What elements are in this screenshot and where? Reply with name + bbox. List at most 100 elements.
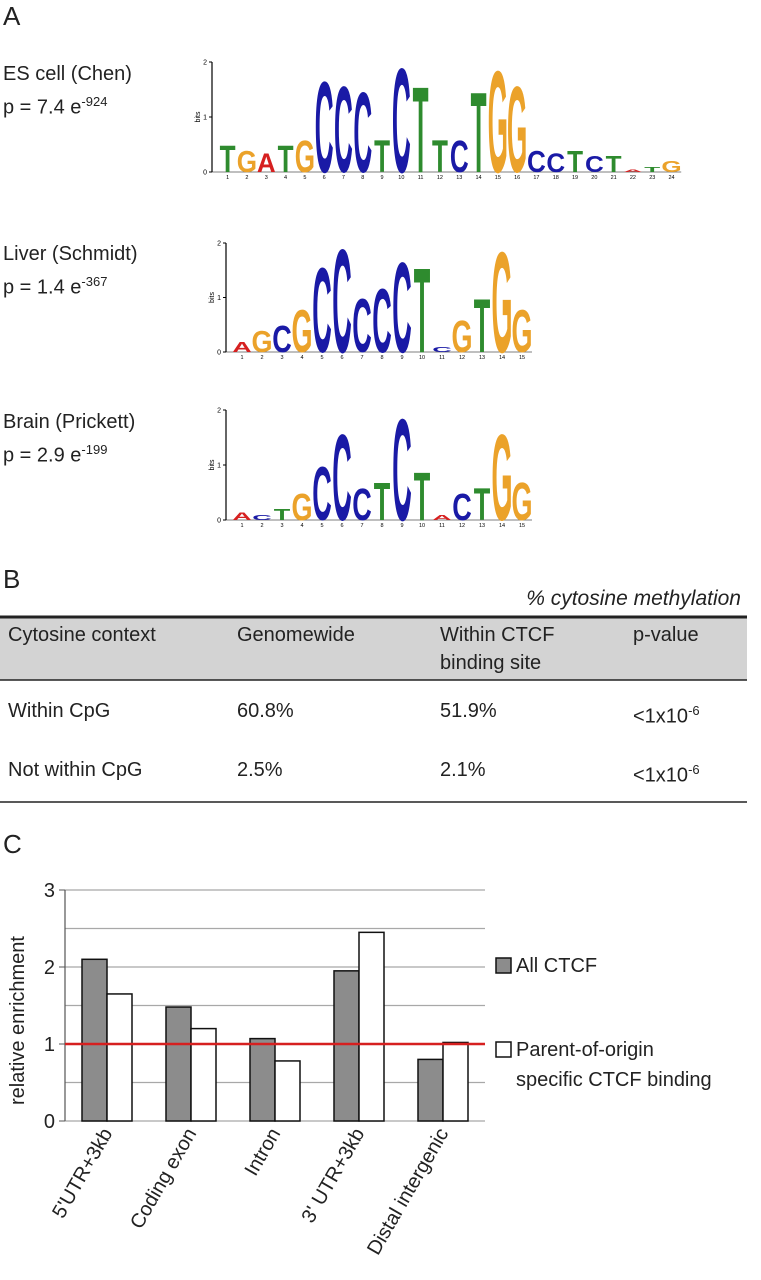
logo-letter: C [315,54,334,200]
logo-position: 4 [300,355,303,361]
logo-letter: T [278,137,294,180]
superscript: -367 [81,274,108,289]
y-tick-label: 1 [44,1034,55,1056]
table-header-cell: p-value [633,624,699,646]
panel-label: C [3,829,22,859]
logo-position: 1 [240,355,243,361]
logo-letter: C [353,69,372,197]
logo-letter: T [413,61,429,198]
logo-position: 9 [400,523,403,529]
logo-position: 6 [340,355,343,361]
logo-letter: A [257,148,276,178]
logo-title: ES cell (Chen) [3,63,132,85]
logo-position: 1 [226,175,229,181]
legend-swatch [495,957,512,974]
legend-label: All CTCF [516,955,598,977]
x-tick-label: Distal intergenic [363,1125,453,1259]
logo-letter: C [312,452,332,537]
logo-letter: C [332,220,352,384]
text: p = 2.9 e [3,444,82,467]
logo-position: 15 [519,523,525,529]
y-tick-label: 3 [44,880,55,902]
logo-position: 3 [265,175,268,181]
bar [106,993,133,1122]
logo-position: 8 [361,175,364,181]
table-cell: 2.5% [237,759,283,781]
y-axis-label: relative enrichment [7,936,29,1105]
table-cell: <1x10-6 [633,756,700,790]
superscript: -924 [81,94,108,109]
bar [274,1060,301,1122]
logo-y-label: bits [209,292,216,303]
table-header-cell: Genomewide [237,624,355,646]
logo-position: 7 [342,175,345,181]
logo-tick-label: 1 [217,295,221,302]
logo-letter: G [491,221,512,382]
logo-position: 5 [303,175,306,181]
logo-letter: C [392,236,412,380]
superscript: -6 [688,762,700,777]
logo-position: 14 [499,355,505,361]
table-header-bg [0,617,747,680]
bar [165,1006,192,1122]
logo-letter: G [251,326,272,360]
logo-letter: G [507,61,527,198]
logo-letter: C [450,130,469,182]
logo-position: 8 [380,523,383,529]
logo-letter: T [644,166,660,174]
logo-title: Liver (Schmidt) [3,243,138,265]
logo-position: 5 [320,355,323,361]
logo-position: 5 [320,523,323,529]
logo-letter: G [661,158,681,175]
logo-letter: T [474,285,491,369]
logo-position: 15 [519,355,525,361]
p-value: p = 1.4 e-367 [3,268,107,302]
logo-letter: T [414,459,431,535]
y-tick-label: 2 [44,957,55,979]
logo-position: 14 [499,523,505,529]
logo-letter: T [606,152,622,177]
text: <1x10 [633,705,689,728]
logo-letter: C [372,271,392,373]
logo-position: 3 [280,355,283,361]
bar [442,1041,469,1122]
logo-letter: G [295,130,315,182]
logo-y-label: bits [209,459,216,470]
panel-label: B [3,564,21,594]
logo-tick-label: 2 [203,60,207,67]
logo-position: 6 [340,523,343,529]
p-value: p = 2.9 e-199 [3,436,107,470]
logo-letter: G [451,311,472,362]
logo-letter: T [274,506,291,523]
logo-position: 24 [668,175,674,181]
table-caption: % cytosine methylation [526,587,741,610]
logo-position: 1 [240,523,243,529]
logo-letter: C [527,145,546,179]
text: p = 7.4 e [3,96,82,119]
logo-tick-label: 2 [217,241,221,248]
x-tick-label: 3' UTR+3kb [298,1125,370,1227]
logo-letter: T [432,130,448,182]
text: p = 1.4 e [3,276,82,299]
superscript: -199 [81,442,108,457]
logo-letter: C [392,389,412,552]
logo-tick-label: 0 [217,518,221,525]
logo-position: 3 [280,523,283,529]
logo-tick-label: 1 [203,115,207,122]
logo-tick-label: 0 [217,350,221,357]
table-cell: 51.9% [440,700,497,722]
logo-letter: C [252,513,272,521]
logo-letter: G [237,145,257,179]
logo-letter: C [334,61,353,198]
logo-letter: G [511,472,532,531]
logo-position: 11 [439,355,445,361]
logo-letter: C [392,37,411,204]
logo-position: 2 [260,355,263,361]
logo-position: 9 [381,175,384,181]
logo-letter: C [585,152,604,177]
logo-position: 7 [360,355,363,361]
logo-position: 15 [495,175,501,181]
text: <1x10 [633,764,689,787]
p-value: p = 7.4 e-924 [3,88,107,122]
